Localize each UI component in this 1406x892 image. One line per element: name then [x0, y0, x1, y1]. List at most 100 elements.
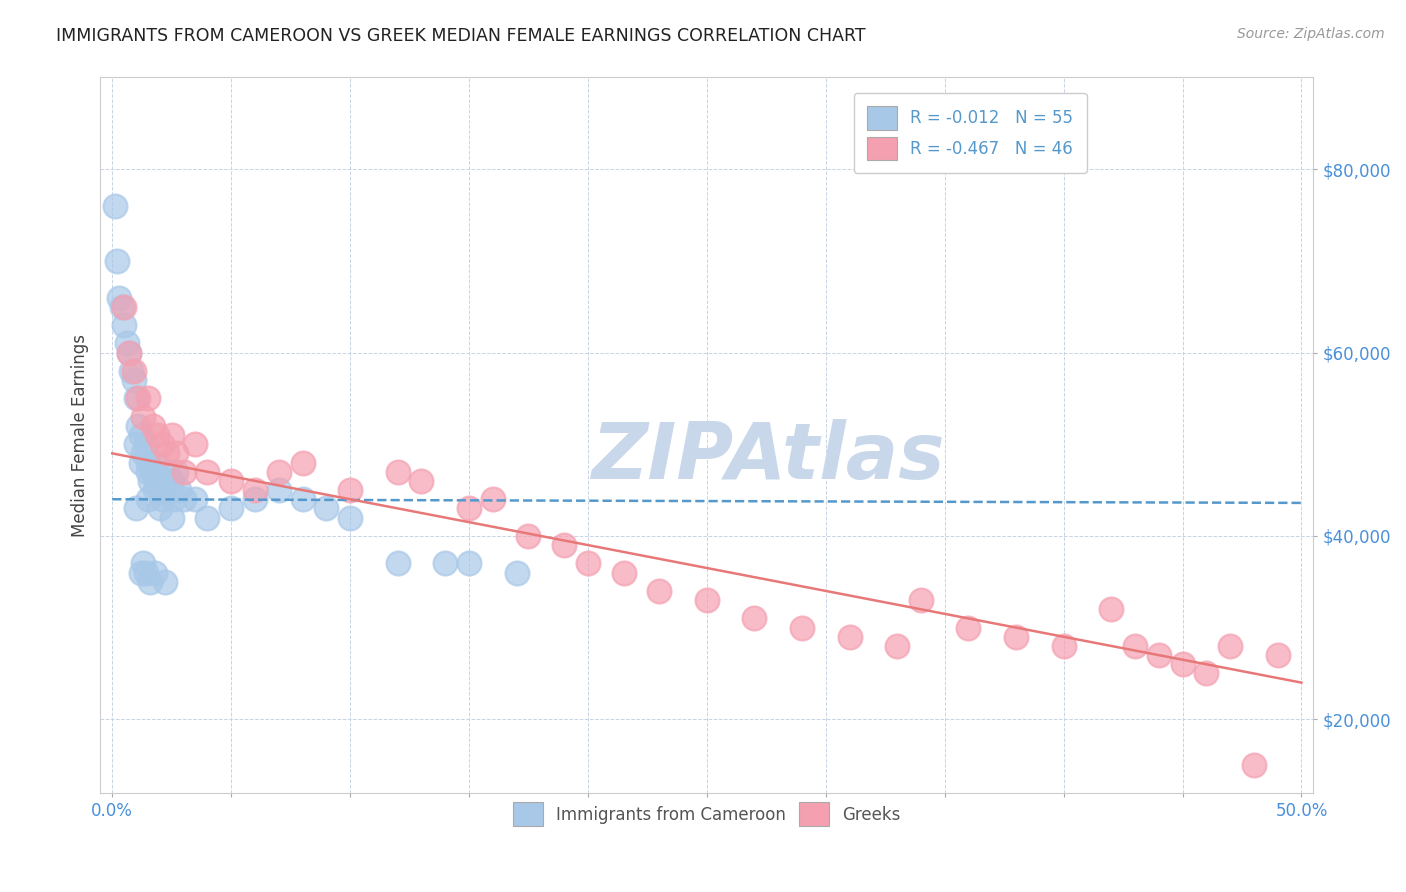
Point: [146, 428, 169, 442]
Point: [150, 492, 173, 507]
Point: [1219, 639, 1241, 653]
Point: [1147, 648, 1170, 662]
Text: Source: ZipAtlas.com: Source: ZipAtlas.com: [1237, 27, 1385, 41]
Point: [1052, 639, 1074, 653]
Point: [132, 557, 155, 571]
Point: [481, 492, 503, 507]
Point: [112, 318, 135, 332]
Point: [149, 501, 172, 516]
Point: [387, 465, 409, 479]
Legend: Immigrants from Cameroon, Greeks: Immigrants from Cameroon, Greeks: [505, 794, 910, 834]
Point: [957, 621, 980, 635]
Point: [339, 483, 361, 497]
Point: [149, 483, 172, 497]
Point: [243, 483, 266, 497]
Point: [143, 456, 166, 470]
Point: [104, 199, 127, 213]
Point: [219, 474, 242, 488]
Point: [195, 510, 218, 524]
Text: ZIPAtlas: ZIPAtlas: [591, 418, 945, 494]
Point: [387, 557, 409, 571]
Point: [160, 428, 183, 442]
Point: [267, 465, 290, 479]
Point: [696, 593, 718, 607]
Point: [129, 456, 152, 470]
Point: [105, 253, 128, 268]
Point: [339, 510, 361, 524]
Point: [243, 492, 266, 507]
Point: [129, 428, 152, 442]
Point: [112, 300, 135, 314]
Point: [1267, 648, 1289, 662]
Point: [1243, 758, 1265, 772]
Point: [153, 474, 176, 488]
Point: [505, 566, 527, 580]
Point: [553, 538, 575, 552]
Point: [160, 510, 183, 524]
Point: [139, 574, 162, 589]
Point: [291, 492, 314, 507]
Point: [184, 492, 207, 507]
Point: [195, 465, 218, 479]
Point: [411, 474, 433, 488]
Point: [118, 345, 141, 359]
Point: [1171, 657, 1194, 672]
Point: [458, 501, 481, 516]
Point: [136, 465, 159, 479]
Point: [156, 465, 179, 479]
Point: [790, 621, 813, 635]
Point: [143, 483, 166, 497]
Point: [125, 501, 148, 516]
Point: [120, 364, 142, 378]
Point: [267, 483, 290, 497]
Point: [132, 409, 155, 424]
Point: [160, 474, 183, 488]
Point: [910, 593, 932, 607]
Point: [142, 465, 165, 479]
Point: [886, 639, 908, 653]
Point: [576, 557, 599, 571]
Point: [166, 465, 188, 479]
Point: [125, 392, 148, 406]
Y-axis label: Median Female Earnings: Median Female Earnings: [72, 334, 89, 537]
Point: [838, 630, 860, 644]
Point: [167, 483, 190, 497]
Point: [156, 446, 179, 460]
Point: [1005, 630, 1028, 644]
Point: [122, 373, 145, 387]
Point: [127, 392, 149, 406]
Point: [744, 611, 766, 625]
Point: [135, 566, 157, 580]
Point: [1099, 602, 1122, 616]
Point: [150, 437, 173, 451]
Point: [166, 446, 188, 460]
Point: [143, 566, 166, 580]
Point: [163, 492, 186, 507]
Text: IMMIGRANTS FROM CAMEROON VS GREEK MEDIAN FEMALE EARNINGS CORRELATION CHART: IMMIGRANTS FROM CAMEROON VS GREEK MEDIAN…: [56, 27, 866, 45]
Point: [146, 474, 169, 488]
Point: [111, 300, 134, 314]
Point: [315, 501, 337, 516]
Point: [458, 557, 481, 571]
Point: [136, 492, 159, 507]
Point: [613, 566, 636, 580]
Point: [118, 345, 141, 359]
Point: [132, 446, 155, 460]
Point: [184, 437, 207, 451]
Point: [129, 566, 152, 580]
Point: [108, 291, 131, 305]
Point: [136, 392, 159, 406]
Point: [136, 456, 159, 470]
Point: [122, 364, 145, 378]
Point: [142, 418, 165, 433]
Point: [135, 437, 157, 451]
Point: [115, 336, 138, 351]
Point: [1195, 666, 1218, 681]
Point: [219, 501, 242, 516]
Point: [173, 465, 195, 479]
Point: [1123, 639, 1146, 653]
Point: [517, 529, 540, 543]
Point: [125, 437, 148, 451]
Point: [291, 456, 314, 470]
Point: [139, 474, 162, 488]
